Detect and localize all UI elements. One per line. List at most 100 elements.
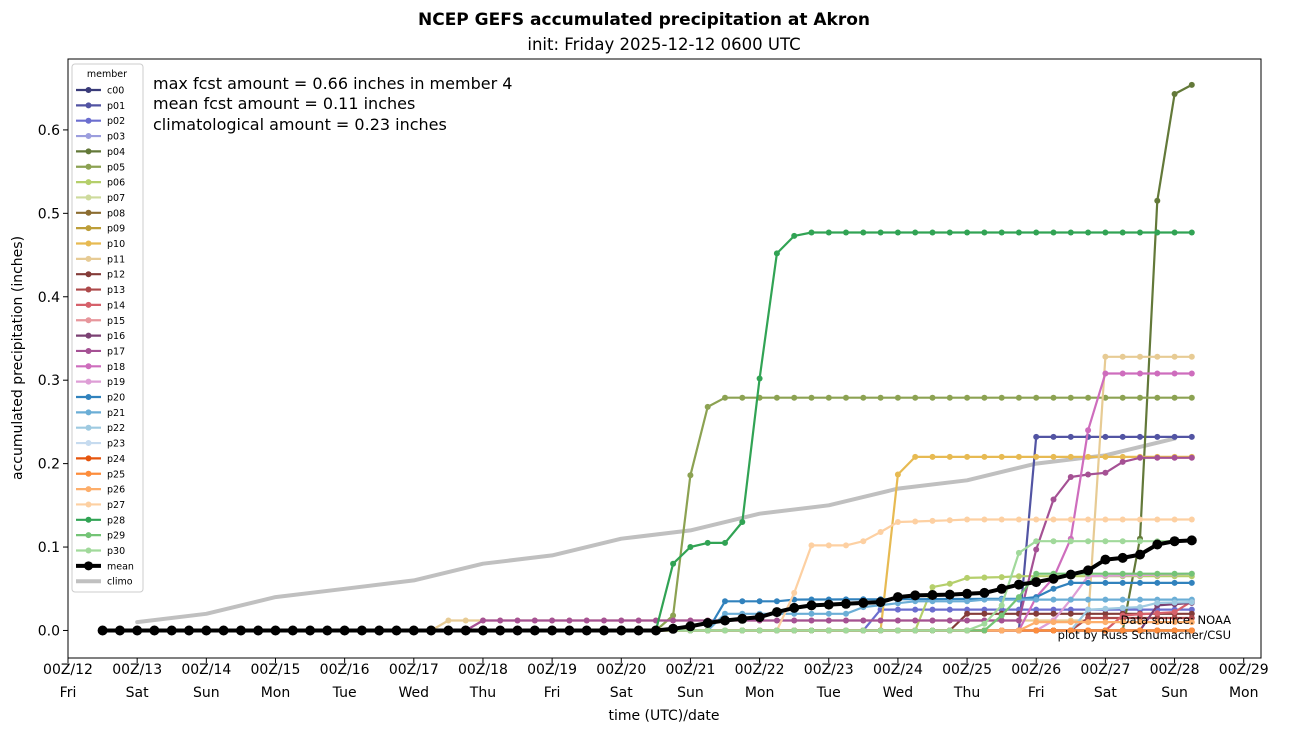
point-mean <box>270 625 281 636</box>
series-line-p18 <box>102 372 1192 632</box>
point-p22 <box>1188 599 1195 606</box>
legend-entry-p14: p14 <box>76 300 125 311</box>
point-p22 <box>1154 599 1161 606</box>
point-p27 <box>894 519 901 525</box>
legend-label-p24: p24 <box>107 454 125 465</box>
point-p27 <box>1085 516 1092 523</box>
chart-title: NCEP GEFS accumulated precipitation at A… <box>418 10 870 30</box>
legend-label-p27: p27 <box>107 500 125 511</box>
point-p05 <box>1067 394 1074 401</box>
point-p29 <box>981 627 988 634</box>
point-mean <box>564 625 575 636</box>
point-p25 <box>1154 627 1161 634</box>
point-p27 <box>1050 516 1057 523</box>
point-p10 <box>929 453 936 460</box>
point-p28 <box>1015 229 1022 236</box>
point-p27 <box>1137 516 1143 523</box>
point-mean <box>633 625 644 636</box>
point-p26 <box>1188 619 1195 626</box>
point-mean <box>979 587 990 598</box>
legend-entry-p19: p19 <box>76 377 125 388</box>
chart-subtitle: init: Friday 2025-12-12 0600 UTC <box>527 35 800 54</box>
point-p21 <box>825 610 832 617</box>
point-p21 <box>946 598 953 605</box>
point-p29 <box>1015 594 1022 601</box>
point-mean <box>616 625 627 636</box>
legend-label-p25: p25 <box>107 469 125 480</box>
y-tick-label-0-2: 0.2 <box>38 457 60 473</box>
point-p30 <box>773 627 780 634</box>
legend-entry-p01: p01 <box>76 101 125 112</box>
point-p27 <box>1154 516 1161 523</box>
x-tick-label-00z-19: 00Z/19 <box>527 662 577 678</box>
point-mean <box>1135 549 1145 560</box>
x-tick-label-00z-24: 00Z/24 <box>873 662 923 678</box>
x-tick-label-00z-27: 00Z/27 <box>1080 662 1130 678</box>
point-p25 <box>1067 627 1074 634</box>
point-mean <box>962 588 973 599</box>
point-p28 <box>739 519 746 525</box>
point-p26 <box>1050 619 1057 626</box>
point-p21 <box>981 596 988 603</box>
point-p26 <box>1015 627 1022 634</box>
legend-entry-p07: p07 <box>76 193 125 204</box>
point-p20 <box>1119 579 1126 586</box>
point-p27 <box>981 516 988 523</box>
point-mean <box>581 625 592 636</box>
point-p27 <box>877 529 884 535</box>
point-p13 <box>1188 615 1195 621</box>
point-p12 <box>1033 610 1040 617</box>
point-p12 <box>1067 610 1074 617</box>
point-p05 <box>791 394 798 401</box>
point-p10 <box>1015 453 1022 460</box>
x-tick-day-fri: Fri <box>1028 685 1045 701</box>
point-p21 <box>808 610 815 617</box>
point-p05 <box>670 612 677 619</box>
x-tick-day-mon: Mon <box>261 685 291 701</box>
legend-marker-p08 <box>85 209 92 216</box>
point-p20 <box>1137 579 1143 586</box>
point-p10 <box>964 453 971 460</box>
point-mean <box>892 592 903 603</box>
point-mean <box>339 625 350 636</box>
point-p05 <box>722 394 728 401</box>
point-p28 <box>1102 229 1109 236</box>
legend-label-mean: mean <box>107 561 134 572</box>
legend-label-p06: p06 <box>107 178 125 189</box>
legend-entry-p28: p28 <box>76 515 125 526</box>
point-p17 <box>497 617 504 624</box>
point-mean <box>1186 535 1197 546</box>
x-tick-label-00z-18: 00Z/18 <box>458 662 508 678</box>
point-p12 <box>964 610 971 617</box>
legend-marker-p04 <box>85 148 92 155</box>
point-p28 <box>756 375 763 382</box>
x-tick-day-sun: Sun <box>677 685 704 701</box>
legend-entry-p13: p13 <box>76 285 125 296</box>
x-tick-day-thu: Thu <box>469 685 496 701</box>
point-p25 <box>1102 627 1109 634</box>
point-p22 <box>1085 606 1092 613</box>
x-tick-label-00z-25: 00Z/25 <box>942 662 992 678</box>
point-p06 <box>964 574 971 581</box>
point-p14 <box>1171 609 1178 616</box>
point-mean <box>218 625 229 636</box>
point-mean <box>1065 569 1076 580</box>
point-p17 <box>566 617 573 624</box>
point-mean <box>927 590 938 600</box>
legend-marker-p27 <box>85 501 92 508</box>
x-tick-day-tue: Tue <box>816 685 841 701</box>
point-mean <box>1083 565 1094 576</box>
legend-marker-p07 <box>85 194 92 201</box>
legend-marker-p26 <box>85 486 92 493</box>
legend-label-p11: p11 <box>107 254 125 265</box>
point-mean <box>702 618 713 628</box>
legend-marker-p01 <box>85 102 92 109</box>
legend-marker-p29 <box>85 532 92 539</box>
point-p20 <box>1154 579 1161 586</box>
point-p28 <box>1137 229 1143 236</box>
point-p28 <box>894 229 901 236</box>
point-p05 <box>825 394 832 401</box>
point-p20 <box>1067 579 1074 586</box>
point-mean <box>443 625 454 636</box>
point-p20 <box>1085 579 1092 586</box>
